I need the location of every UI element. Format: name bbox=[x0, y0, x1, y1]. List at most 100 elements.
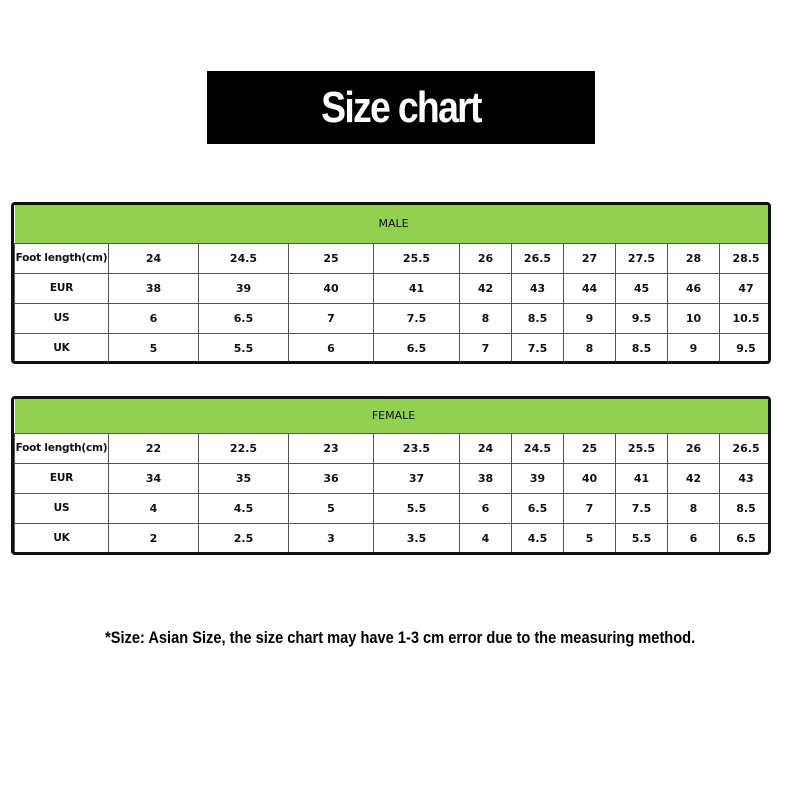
table-cell: 7.5 bbox=[615, 492, 668, 524]
size-note: *Size: Asian Size, the size chart may ha… bbox=[0, 628, 800, 648]
table-cell: 8 bbox=[459, 302, 512, 334]
table-cell: 9.5 bbox=[615, 302, 668, 334]
table-cell: 8.5 bbox=[615, 332, 668, 361]
table-cell: 8.5 bbox=[718, 492, 768, 524]
table-cell: 28 bbox=[667, 242, 720, 274]
row-label: Foot length(cm) bbox=[14, 432, 109, 464]
table-cell: 7 bbox=[459, 332, 512, 361]
table-cell: 6 bbox=[459, 492, 512, 524]
table-cell: 35 bbox=[198, 462, 289, 494]
table-cell: 7 bbox=[563, 492, 616, 524]
row-label: Foot length(cm) bbox=[14, 242, 109, 274]
table-cell: 43 bbox=[718, 462, 768, 494]
table-cell: 22 bbox=[108, 432, 199, 464]
table-row: UK 2 2.5 3 3.5 4 4.5 5 5.5 6 6.5 bbox=[14, 522, 768, 552]
table-cell: 8 bbox=[667, 492, 720, 524]
row-label: UK bbox=[14, 522, 109, 552]
table-cell: 6.5 bbox=[511, 492, 564, 524]
table-cell: 10 bbox=[667, 302, 720, 334]
table-cell: 42 bbox=[459, 272, 512, 304]
table-cell: 47 bbox=[718, 272, 768, 304]
table-cell: 25 bbox=[563, 432, 616, 464]
table-cell: 45 bbox=[615, 272, 668, 304]
table-cell: 34 bbox=[108, 462, 199, 494]
table-cell: 24.5 bbox=[198, 242, 289, 274]
table-row: EUR 38 39 40 41 42 43 44 45 46 47 bbox=[14, 272, 768, 304]
table-cell: 6 bbox=[288, 332, 374, 361]
table-cell: 24 bbox=[459, 432, 512, 464]
table-cell: 37 bbox=[373, 462, 460, 494]
table-cell: 40 bbox=[563, 462, 616, 494]
table-cell: 6.5 bbox=[198, 302, 289, 334]
table-cell: 5 bbox=[288, 492, 374, 524]
table-cell: 3 bbox=[288, 522, 374, 552]
table-row: UK 5 5.5 6 6.5 7 7.5 8 8.5 9 9.5 bbox=[14, 332, 768, 361]
table-cell: 41 bbox=[615, 462, 668, 494]
table-header: FEMALE bbox=[14, 399, 768, 434]
table-row: US 4 4.5 5 5.5 6 6.5 7 7.5 8 8.5 bbox=[14, 492, 768, 524]
table-cell: 4 bbox=[108, 492, 199, 524]
table-cell: 25 bbox=[288, 242, 374, 274]
table-cell: 9 bbox=[667, 332, 720, 361]
table-cell: 27.5 bbox=[615, 242, 668, 274]
table-row: EUR 34 35 36 37 38 39 40 41 42 43 bbox=[14, 462, 768, 494]
row-label: UK bbox=[14, 332, 109, 361]
table-cell: 40 bbox=[288, 272, 374, 304]
row-label: EUR bbox=[14, 462, 109, 494]
table-cell: 2.5 bbox=[198, 522, 289, 552]
title-text: Size chart bbox=[321, 82, 482, 132]
table-cell: 10.5 bbox=[718, 302, 768, 334]
table-cell: 24 bbox=[108, 242, 199, 274]
female-size-table: FEMALE Foot length(cm) 22 22.5 23 23.5 24 24.5 2… bbox=[11, 396, 771, 555]
table-cell: 6.5 bbox=[373, 332, 460, 361]
row-label: EUR bbox=[14, 272, 109, 304]
table-cell: 42 bbox=[667, 462, 720, 494]
row-label: US bbox=[14, 492, 109, 524]
table-cell: 7 bbox=[288, 302, 374, 334]
note-text: *Size: Asian Size, the size chart may ha… bbox=[104, 628, 696, 647]
table-cell: 25.5 bbox=[615, 432, 668, 464]
table-cell: 5.5 bbox=[373, 492, 460, 524]
table-cell: 23.5 bbox=[373, 432, 460, 464]
table-cell: 26.5 bbox=[511, 242, 564, 274]
table-cell: 46 bbox=[667, 272, 720, 304]
table-cell: 4 bbox=[459, 522, 512, 552]
table-cell: 5 bbox=[108, 332, 199, 361]
table-cell: 26.5 bbox=[718, 432, 768, 464]
table-cell: 27 bbox=[563, 242, 616, 274]
table-cell: 7.5 bbox=[373, 302, 460, 334]
table-cell: 38 bbox=[108, 272, 199, 304]
table-header-row: FEMALE bbox=[14, 399, 768, 434]
table-cell: 28.5 bbox=[718, 242, 768, 274]
table-cell: 39 bbox=[198, 272, 289, 304]
row-label: US bbox=[14, 302, 109, 334]
table-cell: 8.5 bbox=[511, 302, 564, 334]
table-cell: 41 bbox=[373, 272, 460, 304]
male-size-table: MALE Foot length(cm) 24 24.5 25 25.5 26 26.5 27 2… bbox=[11, 202, 771, 364]
table-cell: 6 bbox=[667, 522, 720, 552]
table-cell: 3.5 bbox=[373, 522, 460, 552]
table-header-row: MALE bbox=[14, 205, 768, 244]
page-title: Size chart bbox=[207, 71, 595, 144]
table-cell: 6.5 bbox=[718, 522, 768, 552]
table-cell: 26 bbox=[459, 242, 512, 274]
table-cell: 9.5 bbox=[718, 332, 768, 361]
table-cell: 9 bbox=[563, 302, 616, 334]
table-row: Foot length(cm) 22 22.5 23 23.5 24 24.5 25 25.5 2… bbox=[14, 432, 768, 464]
table-cell: 2 bbox=[108, 522, 199, 552]
table-cell: 36 bbox=[288, 462, 374, 494]
table-cell: 25.5 bbox=[373, 242, 460, 274]
table-cell: 26 bbox=[667, 432, 720, 464]
table-cell: 24.5 bbox=[511, 432, 564, 464]
table-cell: 5.5 bbox=[615, 522, 668, 552]
table-cell: 4.5 bbox=[511, 522, 564, 552]
table-cell: 43 bbox=[511, 272, 564, 304]
table-header: MALE bbox=[14, 205, 768, 244]
table-row: US 6 6.5 7 7.5 8 8.5 9 9.5 10 10.5 bbox=[14, 302, 768, 334]
table-cell: 23 bbox=[288, 432, 374, 464]
table-cell: 5 bbox=[563, 522, 616, 552]
table-row: Foot length(cm) 24 24.5 25 25.5 26 26.5 27 27.5 2… bbox=[14, 242, 768, 274]
table-cell: 4.5 bbox=[198, 492, 289, 524]
table-cell: 22.5 bbox=[198, 432, 289, 464]
table-cell: 8 bbox=[563, 332, 616, 361]
